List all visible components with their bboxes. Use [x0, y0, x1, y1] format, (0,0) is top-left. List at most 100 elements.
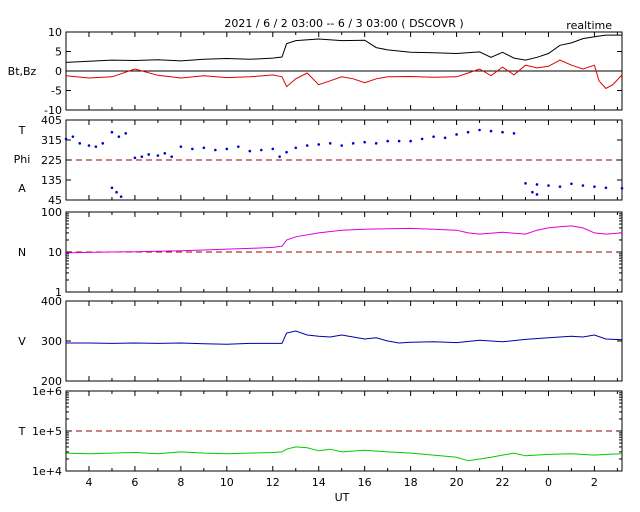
- panel-4: 400 300 200 V: [18, 295, 623, 388]
- y-axis-label: V: [18, 335, 26, 348]
- series-phi: [64, 128, 624, 198]
- data-point: [466, 130, 470, 134]
- data-point: [278, 155, 281, 158]
- data-point: [531, 190, 534, 194]
- chart-title: 2021 / 6 / 2 03:00 -- 6 / 3 03:00 ( DSCO…: [224, 17, 463, 30]
- data-point: [478, 128, 481, 132]
- data-point: [535, 183, 539, 186]
- data-point: [317, 143, 321, 146]
- y-axis-label: Phi: [14, 153, 31, 166]
- panel-5: 1e+6 1e+5 1e+4 T 4 6 8 10 12 14 16 18 20 22 0 2: [18, 385, 623, 489]
- y-tick-label: 225: [41, 154, 62, 167]
- y-axis-label: N: [18, 246, 26, 259]
- y-axis-label: Bt,Bz: [8, 65, 37, 78]
- data-point: [64, 137, 68, 141]
- x-tick-label: 2: [591, 476, 598, 489]
- data-point: [397, 139, 401, 143]
- data-point: [237, 145, 240, 148]
- data-point: [117, 135, 121, 138]
- y-axis-label: T: [18, 124, 26, 137]
- data-point: [305, 144, 309, 147]
- data-point: [147, 153, 151, 156]
- x-tick-label: 14: [312, 476, 326, 489]
- y-tick-label: 100: [41, 206, 62, 219]
- data-point: [248, 149, 252, 153]
- data-point: [558, 185, 562, 188]
- y-tick-label: 45: [48, 194, 62, 207]
- data-point: [94, 145, 98, 148]
- x-tick-label: 16: [358, 476, 372, 489]
- data-point: [351, 142, 355, 145]
- y-tick-label: -10: [44, 104, 62, 117]
- data-point: [374, 142, 378, 145]
- data-point: [340, 144, 344, 147]
- data-point: [271, 147, 275, 151]
- data-point: [432, 135, 435, 138]
- data-point: [110, 130, 114, 134]
- series-line-n: [65, 225, 623, 254]
- data-point: [512, 132, 516, 135]
- data-point: [202, 146, 206, 150]
- x-tick-label: 0: [545, 476, 552, 489]
- y-tick-label: 5: [55, 46, 62, 59]
- y-tick-label: 200: [41, 375, 62, 388]
- data-point: [71, 135, 75, 138]
- data-point: [570, 182, 573, 186]
- data-point: [133, 156, 137, 160]
- data-point: [420, 137, 424, 141]
- x-tick-label: 12: [266, 476, 280, 489]
- y-tick-label: -5: [51, 85, 62, 98]
- x-tick-label: 4: [85, 476, 92, 489]
- data-point: [328, 142, 332, 145]
- data-point: [455, 133, 458, 136]
- data-point: [115, 190, 118, 194]
- panel-2: 405 315 225 135 45 T Phi A: [14, 114, 624, 207]
- panel-frame: [65, 300, 623, 382]
- series-line-bz: [65, 59, 623, 90]
- series-line-bt: [65, 34, 622, 63]
- x-tick-label: 22: [496, 476, 510, 489]
- data-point: [214, 148, 217, 152]
- data-point: [191, 147, 194, 151]
- data-point: [87, 144, 91, 147]
- y-tick-label: 10: [48, 246, 62, 259]
- data-point: [101, 142, 105, 145]
- panel-1: 10 5 0 -5 -10 Bt,Bz: [8, 26, 623, 117]
- y-tick-label: 1e+6: [32, 385, 62, 398]
- realtime-badge: realtime: [566, 19, 612, 32]
- data-point: [259, 148, 263, 152]
- data-point: [170, 155, 173, 158]
- series-line-t: [65, 446, 623, 462]
- y-tick-label: 0: [55, 65, 62, 78]
- panel-3: 100 10 1 N: [18, 206, 623, 299]
- data-point: [524, 182, 527, 185]
- x-tick-label: 6: [131, 476, 138, 489]
- y-tick-label: 135: [41, 174, 62, 187]
- data-point: [443, 136, 447, 140]
- data-point: [124, 132, 128, 135]
- y-axis-label: T: [18, 425, 26, 438]
- y-tick-label: 1: [55, 286, 62, 299]
- data-point: [386, 139, 389, 143]
- data-point: [593, 185, 596, 188]
- data-point: [156, 154, 160, 157]
- y-axis-label: A: [18, 182, 26, 195]
- data-point: [409, 139, 412, 143]
- data-point: [501, 130, 504, 134]
- panels: 1050-5-10Bt,Bz40531522513545TPhiA100101N…: [8, 26, 624, 489]
- data-point: [119, 195, 123, 198]
- y-tick-label: 405: [41, 114, 62, 127]
- x-axis-label: UT: [335, 491, 350, 504]
- data-point: [363, 140, 366, 144]
- data-point: [163, 152, 167, 155]
- data-point: [285, 150, 288, 154]
- data-point: [489, 129, 493, 133]
- data-point: [620, 186, 624, 190]
- x-tick-label: 10: [220, 476, 234, 489]
- data-point: [78, 142, 82, 145]
- y-tick-label: 1e+4: [32, 465, 62, 478]
- data-point: [140, 155, 144, 158]
- x-tick-label: 18: [404, 476, 418, 489]
- y-tick-label: 300: [41, 335, 62, 348]
- data-point: [581, 184, 585, 187]
